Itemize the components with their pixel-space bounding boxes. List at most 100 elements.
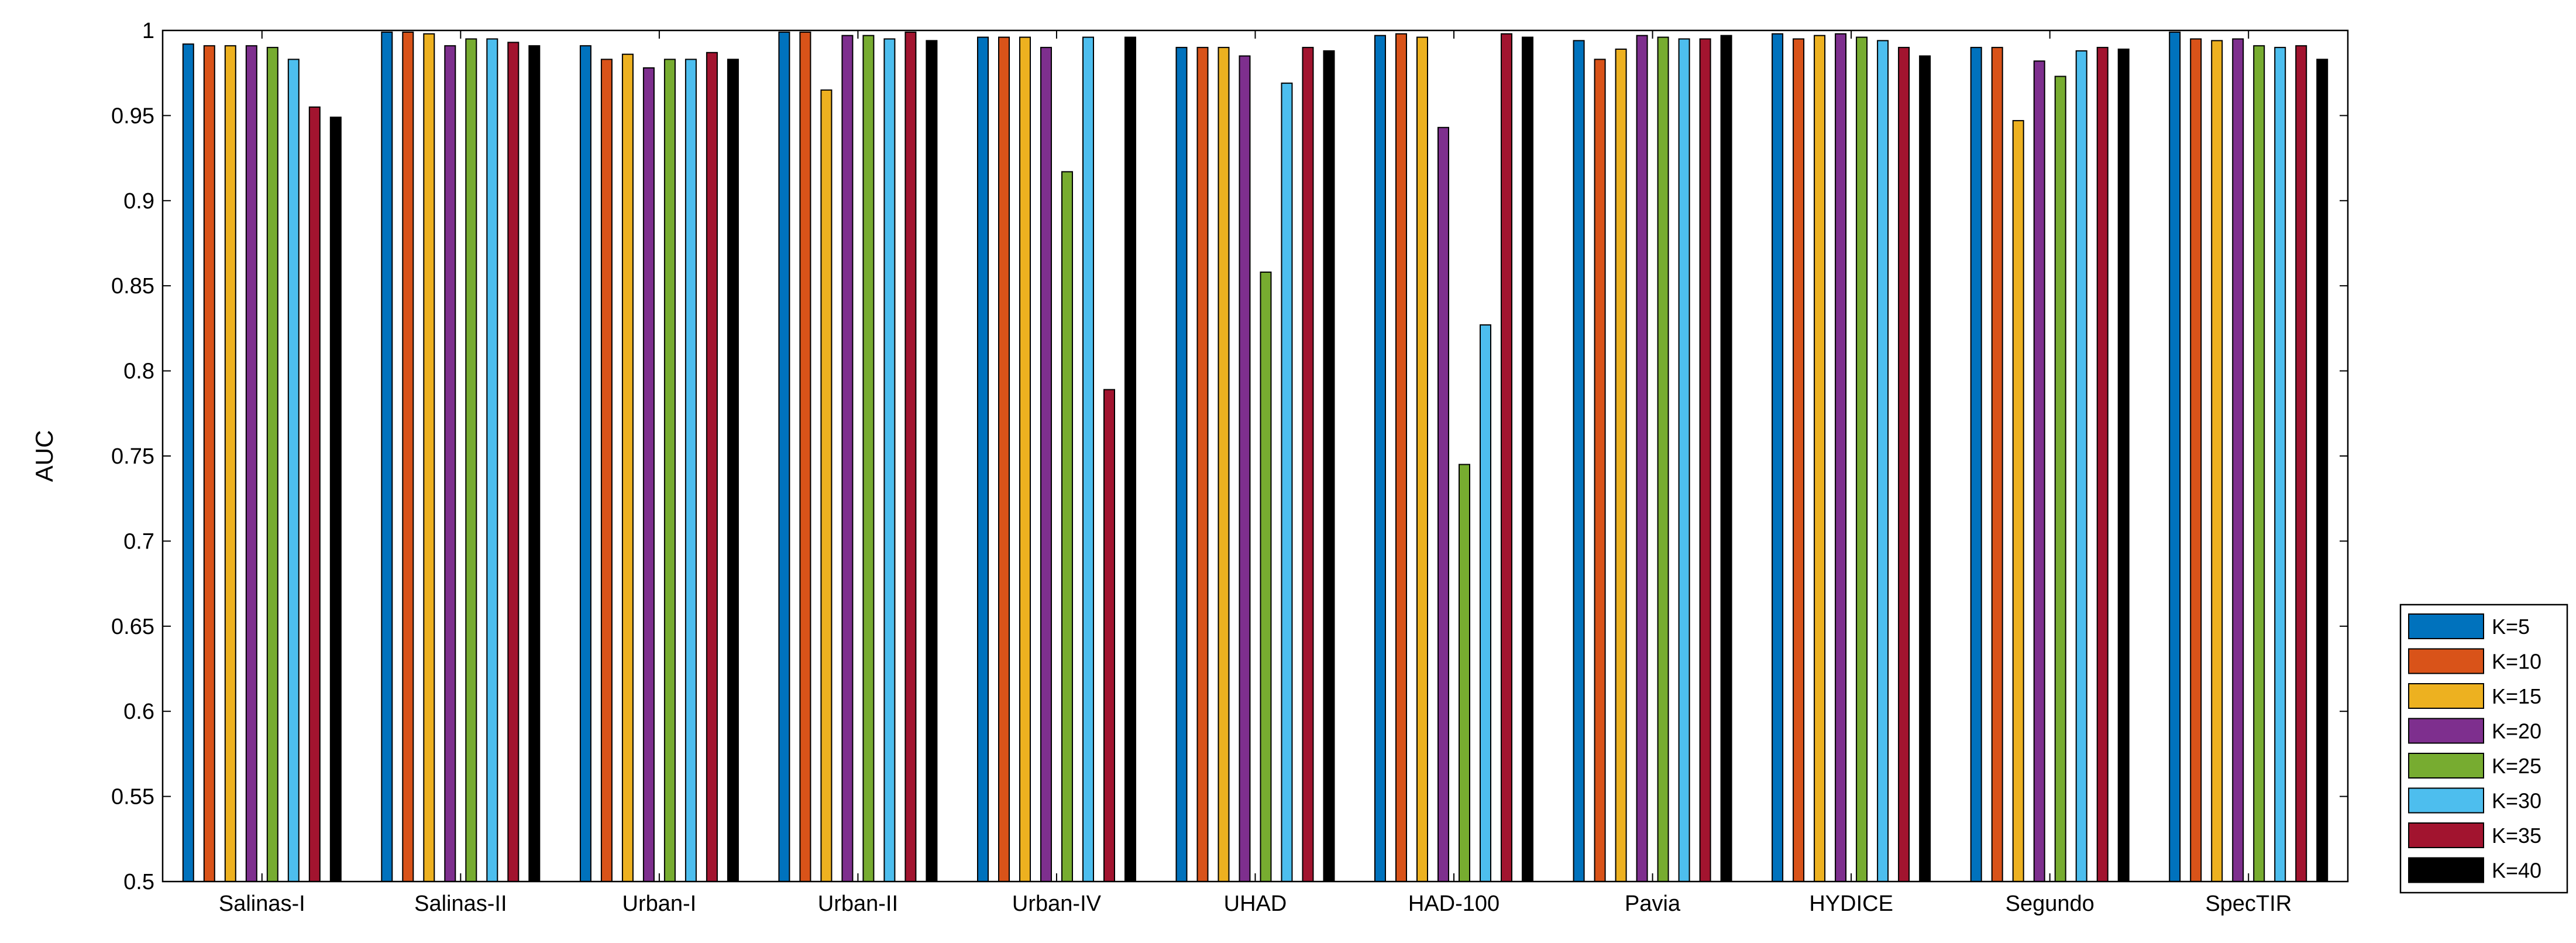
bar (2169, 31, 2181, 882)
legend: K=5 K=10 K=15 K=20 K=25 K=30 K=35 K=40 (2399, 603, 2568, 894)
plot-area (163, 30, 2348, 883)
legend-label: K=35 (2492, 824, 2541, 848)
x-tick-label: Urban-IV (1012, 891, 1102, 916)
bar (862, 35, 875, 883)
bar (600, 59, 613, 882)
bar (1437, 126, 1449, 882)
bar (1720, 35, 1732, 883)
bar (1239, 55, 1251, 883)
bar (1522, 36, 1533, 883)
bar (329, 116, 342, 882)
bar (1615, 49, 1627, 882)
bar (579, 45, 591, 883)
bar (926, 40, 938, 882)
bar (1480, 324, 1491, 882)
bar (308, 106, 321, 882)
bar (778, 31, 790, 882)
bar (266, 47, 278, 883)
y-tick-label: 0.65 (111, 615, 154, 639)
bar (1636, 35, 1648, 883)
x-tick-label: Segundo (2006, 891, 2094, 916)
legend-label: K=15 (2492, 684, 2541, 708)
legend-swatch (2408, 613, 2484, 639)
x-tick-label: Urban-II (818, 891, 898, 916)
bar (1302, 47, 1314, 883)
bar (2117, 49, 2130, 882)
bar (1459, 464, 1470, 882)
bar (1124, 36, 1136, 883)
y-tick-label: 0.85 (111, 274, 154, 299)
bar (706, 52, 718, 882)
legend-swatch (2408, 857, 2484, 883)
y-tick-label: 0.75 (111, 444, 154, 469)
bar (444, 45, 456, 883)
legend-swatch (2408, 683, 2484, 709)
bar (663, 59, 676, 882)
bar (203, 45, 215, 883)
x-tick-label: Salinas-II (414, 891, 507, 916)
bar (402, 31, 414, 882)
bar (2253, 45, 2265, 883)
bar (1040, 47, 1052, 883)
bar (528, 45, 541, 883)
x-tick-label: SpecTIR (2205, 891, 2292, 916)
x-tick-label: UHAD (1224, 891, 1287, 916)
bar (1260, 271, 1272, 882)
bar (1573, 40, 1585, 882)
x-tick-label: HAD-100 (1408, 891, 1499, 916)
bar (685, 59, 697, 882)
axes: 0.5 0.55 0.6 0.65 0.7 0.75 0.8 0.85 0.9 0.95 1 Sali… (30, 19, 2349, 916)
bar (1501, 33, 1512, 882)
bar (1416, 36, 1428, 883)
legend-label: K=25 (2492, 754, 2541, 778)
y-tick-label: 0.95 (111, 104, 154, 128)
bar (423, 33, 435, 882)
bar (1898, 47, 1910, 883)
bar (2075, 50, 2087, 882)
bar (621, 53, 634, 883)
bar (642, 67, 655, 882)
bar (1594, 59, 1606, 882)
bar (2096, 47, 2109, 883)
bar (1877, 40, 1889, 882)
bar (1919, 55, 1931, 883)
legend-label: K=5 (2492, 615, 2530, 639)
bar (2232, 38, 2244, 882)
bar (2012, 120, 2024, 883)
bar (727, 59, 739, 882)
bar (2295, 45, 2307, 883)
bar (465, 38, 477, 882)
legend-box (2399, 603, 2568, 894)
bar (245, 45, 257, 883)
bar (507, 42, 520, 882)
bar (1657, 36, 1669, 883)
bar (1678, 38, 1690, 882)
bar (381, 31, 393, 882)
bar (287, 59, 300, 882)
legend-swatch (2408, 718, 2484, 744)
bar (904, 31, 917, 882)
bar (883, 38, 896, 882)
bar (1793, 38, 1805, 882)
plot-background (163, 30, 2348, 882)
y-axis-label: AUC (30, 430, 58, 482)
bar (182, 43, 194, 882)
legend-swatch (2408, 787, 2484, 814)
bar (1061, 171, 1073, 882)
legend-swatch (2408, 753, 2484, 779)
bar (224, 45, 236, 883)
y-tick-label: 1 (142, 19, 154, 43)
legend-label: K=30 (2492, 789, 2541, 813)
bar (1699, 38, 1711, 882)
legend-label: K=20 (2492, 719, 2541, 743)
bar (1019, 36, 1031, 883)
bar (2274, 47, 2286, 883)
bar (2054, 76, 2066, 882)
bar (1970, 47, 1982, 883)
y-tick-label: 0.6 (123, 699, 154, 724)
bar (2190, 38, 2202, 882)
bar (1991, 47, 2003, 883)
bar (820, 89, 833, 882)
bar (2033, 60, 2045, 882)
